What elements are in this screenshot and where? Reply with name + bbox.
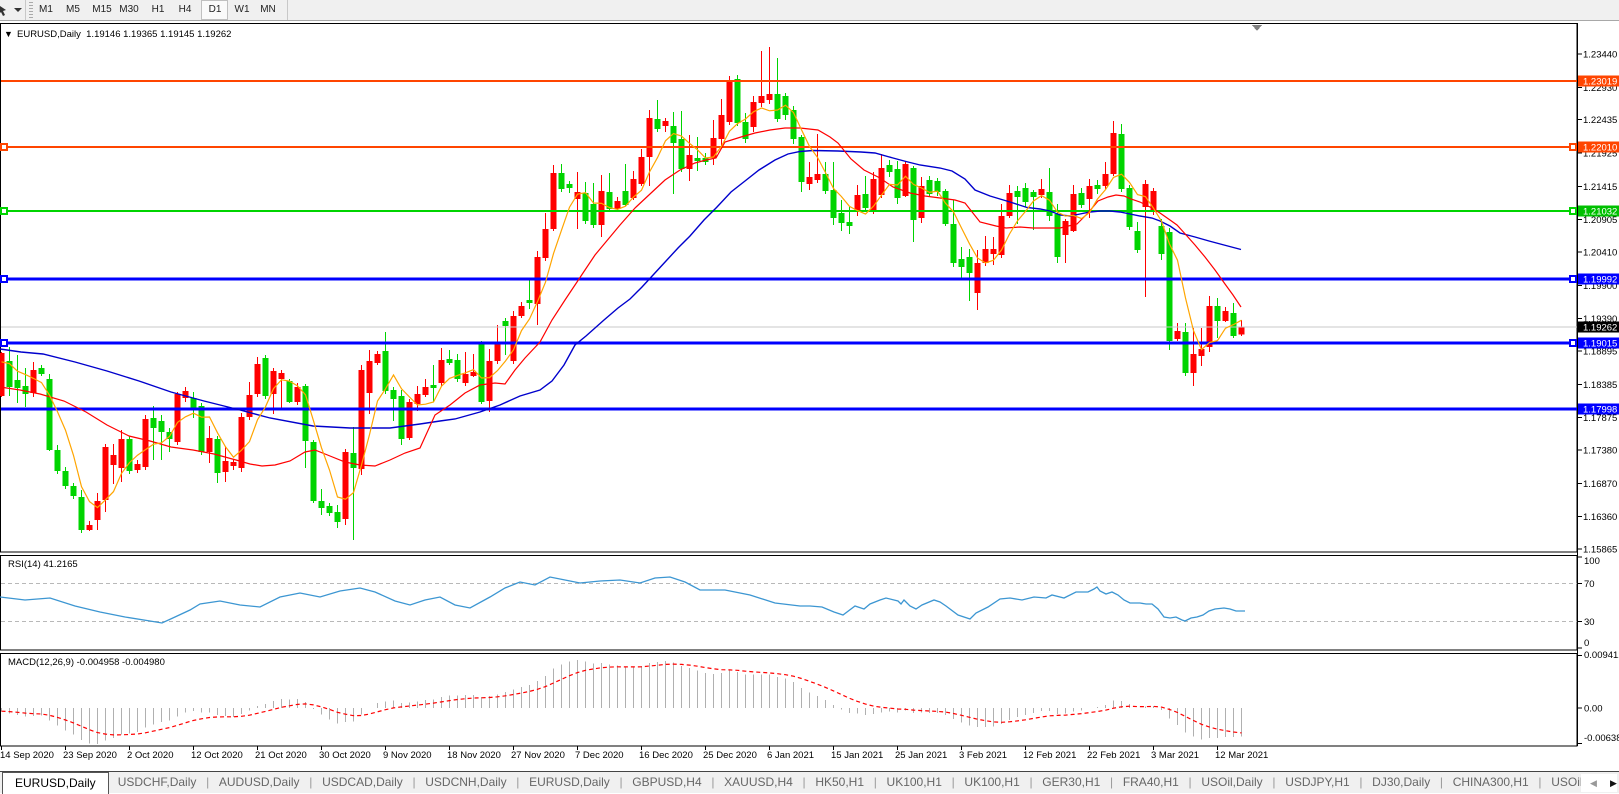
- svg-text:1.17998: 1.17998: [1583, 405, 1617, 416]
- svg-text:16 Dec 2020: 16 Dec 2020: [639, 750, 693, 761]
- svg-text:22 Feb 2021: 22 Feb 2021: [1087, 750, 1140, 761]
- svg-text:1.17875: 1.17875: [1583, 413, 1617, 424]
- svg-text:EURUSD,Daily 1.19146 1.19365: EURUSD,Daily 1.19146 1.19365 1.19145 1.1…: [17, 29, 231, 40]
- svg-text:1.21925: 1.21925: [1583, 149, 1617, 160]
- svg-text:1.20905: 1.20905: [1583, 215, 1617, 226]
- svg-text:MACD(12,26,9) -0.004958 -0.004: MACD(12,26,9) -0.004958 -0.004980: [8, 657, 165, 668]
- svg-text:12 Feb 2021: 12 Feb 2021: [1023, 750, 1076, 761]
- svg-text:2 Oct 2020: 2 Oct 2020: [127, 750, 173, 761]
- svg-text:0: 0: [1584, 638, 1589, 649]
- svg-text:RSI(14) 41.2165: RSI(14) 41.2165: [8, 559, 78, 570]
- svg-text:25 Jan 2021: 25 Jan 2021: [895, 750, 947, 761]
- svg-text:1.21032: 1.21032: [1583, 207, 1617, 218]
- svg-text:1.19262: 1.19262: [1583, 323, 1617, 334]
- svg-text:18 Nov 2020: 18 Nov 2020: [447, 750, 501, 761]
- svg-text:3 Mar 2021: 3 Mar 2021: [1151, 750, 1199, 761]
- svg-text:9 Nov 2020: 9 Nov 2020: [383, 750, 432, 761]
- svg-text:1.19390: 1.19390: [1583, 314, 1617, 325]
- svg-text:1.23019: 1.23019: [1583, 77, 1617, 88]
- svg-text:1.20410: 1.20410: [1583, 248, 1617, 259]
- svg-text:1.23440: 1.23440: [1583, 50, 1617, 61]
- svg-text:1.21415: 1.21415: [1583, 182, 1617, 193]
- svg-text:100: 100: [1584, 556, 1600, 567]
- svg-text:25 Dec 2020: 25 Dec 2020: [703, 750, 757, 761]
- svg-text:1.16360: 1.16360: [1583, 512, 1617, 523]
- svg-text:1.19015: 1.19015: [1583, 339, 1617, 350]
- svg-text:1.18385: 1.18385: [1583, 380, 1617, 391]
- svg-text:21 Oct 2020: 21 Oct 2020: [255, 750, 307, 761]
- svg-text:1.22435: 1.22435: [1583, 115, 1617, 126]
- svg-text:▼: ▼: [4, 29, 13, 39]
- svg-text:0.009412: 0.009412: [1584, 650, 1619, 661]
- svg-text:14 Sep 2020: 14 Sep 2020: [0, 750, 54, 761]
- svg-text:23 Sep 2020: 23 Sep 2020: [63, 750, 117, 761]
- svg-text:12 Oct 2020: 12 Oct 2020: [191, 750, 243, 761]
- svg-text:12 Mar 2021: 12 Mar 2021: [1215, 750, 1268, 761]
- svg-text:1.22010: 1.22010: [1583, 143, 1617, 154]
- svg-text:1.18895: 1.18895: [1583, 347, 1617, 358]
- svg-text:1.16870: 1.16870: [1583, 479, 1617, 490]
- svg-text:30: 30: [1584, 617, 1595, 628]
- svg-text:7 Dec 2020: 7 Dec 2020: [575, 750, 624, 761]
- svg-text:1.22930: 1.22930: [1583, 83, 1617, 94]
- svg-text:1.15865: 1.15865: [1583, 545, 1617, 556]
- svg-text:6 Jan 2021: 6 Jan 2021: [767, 750, 814, 761]
- svg-text:0.00: 0.00: [1584, 704, 1603, 715]
- svg-text:-0.006388: -0.006388: [1584, 733, 1619, 744]
- svg-text:30 Oct 2020: 30 Oct 2020: [319, 750, 371, 761]
- svg-text:1.19992: 1.19992: [1583, 275, 1617, 286]
- svg-text:27 Nov 2020: 27 Nov 2020: [511, 750, 565, 761]
- svg-text:1.17380: 1.17380: [1583, 446, 1617, 457]
- svg-text:15 Jan 2021: 15 Jan 2021: [831, 750, 883, 761]
- svg-text:70: 70: [1584, 579, 1595, 590]
- svg-text:3 Feb 2021: 3 Feb 2021: [959, 750, 1007, 761]
- svg-text:1.19900: 1.19900: [1583, 281, 1617, 292]
